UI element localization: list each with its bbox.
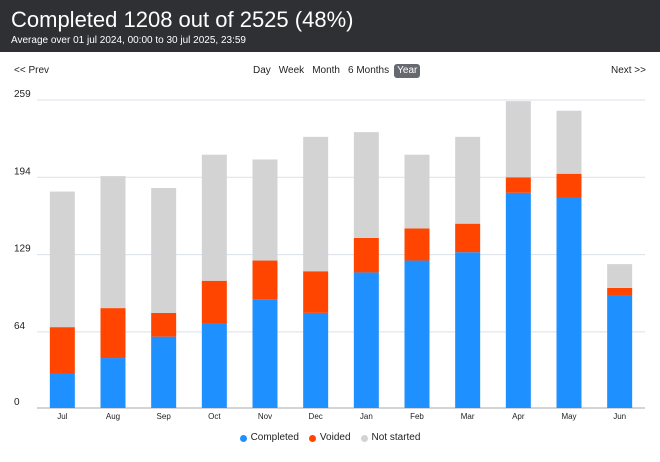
bar-segment-not-started[interactable] <box>49 191 75 328</box>
bar-segment-not-started[interactable] <box>151 188 177 313</box>
header: Completed 1208 out of 2525 (48%) Average… <box>0 0 660 52</box>
page-subtitle: Average over 01 jul 2024, 00:00 to 30 ju… <box>11 35 246 46</box>
x-tick-label: Sep <box>157 412 172 421</box>
stacked-bar-chart: 0 64 129 194 259 Jul Aug Sep Oct Nov Dec Jan Feb Mar A… <box>14 89 645 421</box>
bar-segment-voided[interactable] <box>252 260 278 300</box>
bar-segment-voided[interactable] <box>49 327 75 374</box>
x-tick-label: Jun <box>613 412 626 421</box>
x-tick-label: Jan <box>360 412 373 421</box>
bar-segment-completed[interactable] <box>556 197 582 408</box>
x-tick-label: May <box>561 412 576 421</box>
bar-segment-voided[interactable] <box>505 177 531 193</box>
bar-segment-completed[interactable] <box>201 323 227 408</box>
bar-segment-completed[interactable] <box>49 373 75 408</box>
bar-segment-voided[interactable] <box>303 271 329 313</box>
bar-segment-not-started[interactable] <box>556 110 582 174</box>
bar-segment-voided[interactable] <box>607 287 633 296</box>
bar-segment-not-started[interactable] <box>607 264 633 288</box>
bar-segment-voided[interactable] <box>151 312 177 337</box>
bar-segment-completed[interactable] <box>303 312 329 408</box>
legend-item-completed[interactable]: Completed <box>239 431 299 445</box>
bar-segment-not-started[interactable] <box>353 132 379 238</box>
not-started-legend-icon <box>360 434 368 442</box>
legend-label-voided: Voided <box>319 432 351 443</box>
bar-segment-not-started[interactable] <box>455 136 481 224</box>
bar-segment-voided[interactable] <box>353 237 379 273</box>
tab-year[interactable]: Year <box>394 64 421 78</box>
bar-segment-not-started[interactable] <box>505 101 531 178</box>
bar-segment-completed[interactable] <box>100 358 126 408</box>
tab-6-months[interactable]: 6 Months <box>347 65 390 76</box>
legend-item-not-started[interactable]: Not started <box>360 431 421 445</box>
bar-segment-voided[interactable] <box>100 308 126 359</box>
bar-segment-completed[interactable] <box>151 336 177 408</box>
bar-segment-voided[interactable] <box>556 173 582 198</box>
x-tick-label: Oct <box>208 412 221 421</box>
bar-segment-voided[interactable] <box>201 280 227 324</box>
chart-legend: Completed Voided Not started <box>0 431 660 445</box>
x-tick-label: Dec <box>309 412 323 421</box>
completed-legend-icon <box>239 434 247 442</box>
bar-segment-completed[interactable] <box>353 272 379 408</box>
next-period-link[interactable]: Next >> <box>610 65 646 76</box>
bar-segment-not-started[interactable] <box>100 176 126 309</box>
x-tick-label: Mar <box>461 412 475 421</box>
y-tick-label: 0 <box>14 397 20 408</box>
bar-segment-not-started[interactable] <box>252 159 278 261</box>
period-navigation: << Prev Day Week Month 6 Months Year Nex… <box>0 64 660 78</box>
grid-layer <box>37 99 645 409</box>
tab-month[interactable]: Month <box>312 65 340 76</box>
x-tick-label: Nov <box>258 412 272 421</box>
y-tick-label: 64 <box>14 321 26 332</box>
bar-segment-completed[interactable] <box>404 260 430 408</box>
tab-week[interactable]: Week <box>278 65 305 76</box>
bar-segment-voided[interactable] <box>404 228 430 261</box>
y-tick-label: 194 <box>14 166 31 177</box>
bar-segment-not-started[interactable] <box>201 154 227 281</box>
bar-segment-not-started[interactable] <box>404 154 430 229</box>
bar-segment-completed[interactable] <box>252 299 278 408</box>
legend-label-completed: Completed <box>250 432 299 443</box>
voided-legend-icon <box>308 434 316 442</box>
legend-label-not-started: Not started <box>371 432 421 443</box>
x-tick-label: Apr <box>512 412 525 421</box>
x-tick-label: Feb <box>410 412 424 421</box>
y-tick-label: 259 <box>14 89 31 100</box>
x-tick-label: Jul <box>57 412 67 421</box>
y-tick-label: 129 <box>14 244 31 255</box>
previous-period-link[interactable]: << Prev <box>14 65 50 76</box>
bar-segment-completed[interactable] <box>607 295 633 408</box>
bar-segment-completed[interactable] <box>455 252 481 408</box>
bars-layer <box>49 101 633 408</box>
period-tabs: Day Week Month 6 Months Year <box>250 64 421 78</box>
chart-container: 0 64 129 194 259 Jul Aug Sep Oct Nov Dec Jan Feb Mar A… <box>0 88 660 458</box>
bar-segment-voided[interactable] <box>455 223 481 253</box>
legend-item-voided[interactable]: Voided <box>308 431 351 445</box>
bar-segment-completed[interactable] <box>505 192 531 408</box>
bar-segment-not-started[interactable] <box>303 136 329 272</box>
page-title: Completed 1208 out of 2525 (48%) <box>11 7 354 32</box>
axis-layer: 0 64 129 194 259 Jul Aug Sep Oct Nov Dec Jan Feb Mar A… <box>14 89 626 421</box>
tab-day[interactable]: Day <box>253 65 271 76</box>
x-tick-label: Aug <box>106 412 120 421</box>
